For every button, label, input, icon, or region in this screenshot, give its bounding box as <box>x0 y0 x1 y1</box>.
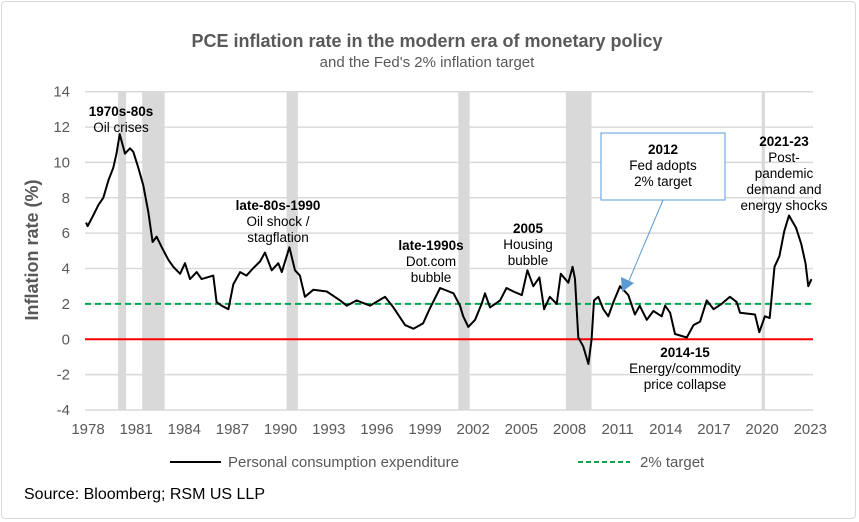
y-tick-label: 4 <box>62 261 70 278</box>
recession-band <box>286 91 298 410</box>
annotation-late-80s: late-80s-1990 Oil shock / stagflation <box>236 198 321 245</box>
x-tick-label: 2011 <box>602 421 634 438</box>
y-tick-labels: -4 -2 0 2 4 6 8 10 12 14 <box>53 84 70 419</box>
annotation-heading: 1970s-80s <box>89 104 154 119</box>
y-tick-label: 12 <box>53 119 70 136</box>
annotation-text: Oil crises <box>93 120 149 135</box>
x-tick-label: 1978 <box>71 421 104 438</box>
annotation-heading: late-80s-1990 <box>236 198 321 213</box>
annotation-text: Fed adopts <box>629 158 697 173</box>
annotation-text: demand and <box>746 182 821 197</box>
annotation-text: Oil shock / <box>246 214 309 229</box>
annotation-late-1990s: late-1990s Dot.com bubble <box>398 238 463 285</box>
annotation-2021-23: 2021-23 Post- pandemic demand and energy… <box>740 134 827 213</box>
x-tick-label: 2005 <box>505 421 538 438</box>
recession-band <box>761 91 765 410</box>
x-tick-label: 1996 <box>360 421 393 438</box>
annotation-text: 2% target <box>634 174 692 189</box>
y-tick-label: 8 <box>62 190 70 207</box>
annotation-heading: 2014-15 <box>660 345 710 360</box>
legend-label-pce: Personal consumption expenditure <box>228 454 459 471</box>
annotation-text: energy shocks <box>740 198 827 213</box>
y-tick-label: -4 <box>57 402 70 419</box>
annotation-text: Dot.com <box>406 254 456 269</box>
chart-subtitle: and the Fed's 2% inflation target <box>320 54 535 71</box>
y-tick-label: 6 <box>62 225 70 242</box>
annotation-text: pandemic <box>755 166 814 181</box>
pce-series-line <box>85 133 813 365</box>
x-tick-label: 1993 <box>312 421 345 438</box>
x-tick-label: 2008 <box>553 421 586 438</box>
callout-arrow <box>627 199 664 284</box>
annotation-2012-callout: 2012 Fed adopts 2% target <box>600 132 726 292</box>
recession-bands <box>118 91 765 410</box>
annotation-heading: late-1990s <box>398 238 463 253</box>
y-tick-label: 0 <box>62 331 70 348</box>
arrowhead-icon <box>621 277 634 292</box>
legend-label-target: 2% target <box>640 454 705 471</box>
annotation-1970s: 1970s-80s Oil crises <box>89 104 154 135</box>
y-tick-label: -2 <box>57 367 70 384</box>
x-tick-labels: 1978 1981 1984 1987 1990 1993 1996 1999 2002 2005… <box>71 421 827 438</box>
y-axis-label: Inflation rate (%) <box>22 179 42 320</box>
annotation-text: price collapse <box>644 377 727 392</box>
x-tick-label: 1984 <box>168 421 201 438</box>
annotation-2014-15: 2014-15 Energy/commodity price collapse <box>629 345 741 392</box>
x-tick-label: 1981 <box>119 421 152 438</box>
annotation-text: Housing <box>503 237 553 252</box>
annotation-text: Energy/commodity <box>629 361 741 376</box>
annotation-heading: 2005 <box>513 221 544 236</box>
annotation-heading: 2012 <box>648 142 678 157</box>
recession-band <box>458 91 470 410</box>
annotation-text: bubble <box>411 270 452 285</box>
x-tick-label: 2002 <box>457 421 490 438</box>
x-tick-label: 2017 <box>697 421 730 438</box>
y-tick-label: 10 <box>53 154 70 171</box>
callout-box <box>600 132 726 201</box>
recession-band <box>142 91 165 410</box>
x-tick-label: 2020 <box>745 421 778 438</box>
annotation-heading: 2021-23 <box>759 134 809 149</box>
x-tick-label: 1999 <box>408 421 441 438</box>
x-tick-label: 1990 <box>264 421 297 438</box>
chart-title: PCE inflation rate in the modern era of … <box>191 31 662 51</box>
legend: Personal consumption expenditure 2% targ… <box>170 454 705 471</box>
x-tick-label: 2023 <box>794 421 827 438</box>
recession-band <box>118 91 127 410</box>
x-tick-label: 2014 <box>649 421 682 438</box>
source-note: Source: Bloomberg; RSM US LLP <box>24 486 265 503</box>
y-tick-label: 14 <box>53 84 70 101</box>
x-tick-label: 1987 <box>216 421 249 438</box>
y-tick-label: 2 <box>62 296 70 313</box>
annotation-text: Post- <box>768 150 800 165</box>
annotation-text: bubble <box>508 253 549 268</box>
annotation-text: stagflation <box>247 230 309 245</box>
annotation-2005: 2005 Housing bubble <box>503 221 553 268</box>
